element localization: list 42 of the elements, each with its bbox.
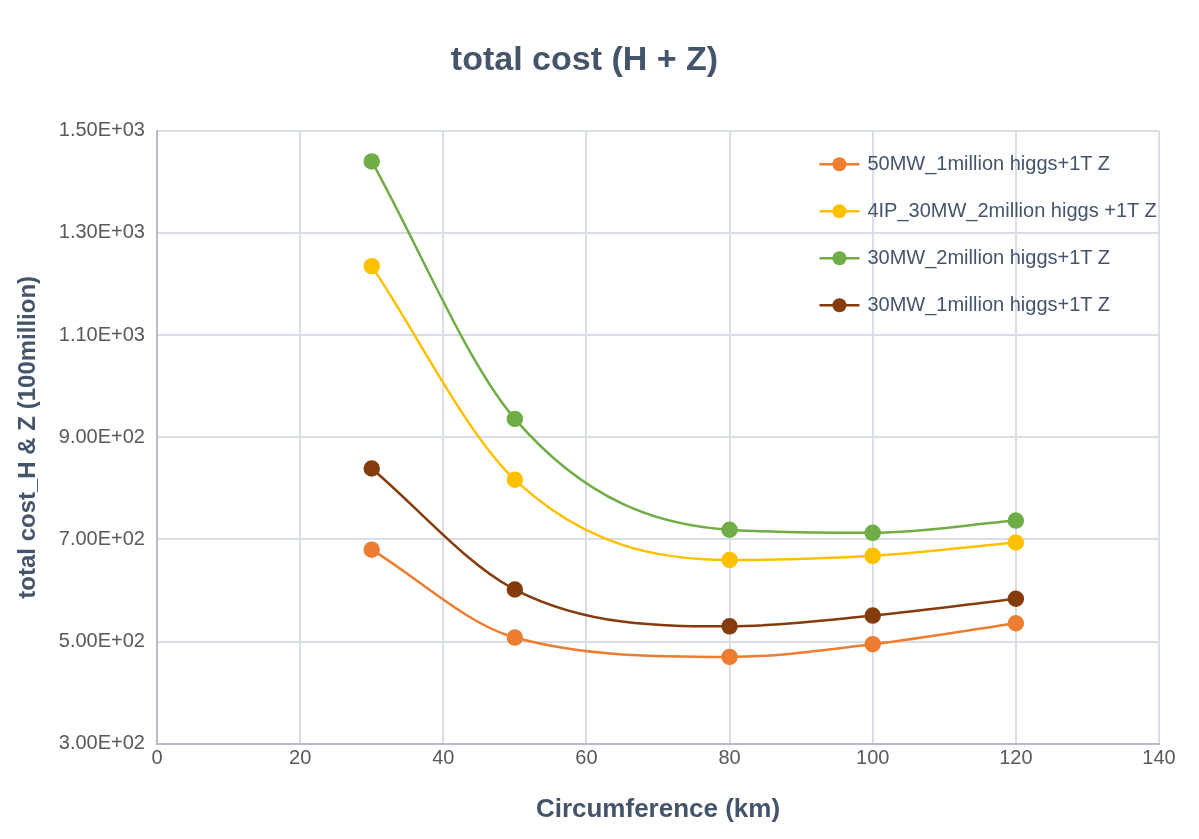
y-tick-label: 1.30E+03 bbox=[58, 220, 145, 243]
point bbox=[506, 410, 524, 428]
point bbox=[864, 635, 881, 653]
point bbox=[721, 521, 738, 539]
legend-label: 30MW_1million higgs+1T Z bbox=[867, 292, 1110, 316]
x-axis-title: Circumference (km) bbox=[535, 792, 781, 823]
point bbox=[363, 541, 380, 558]
point bbox=[721, 551, 738, 569]
y-tick-label: 7.00E+02 bbox=[58, 526, 145, 549]
point bbox=[506, 581, 524, 598]
chart-title: total cost (H + Z) bbox=[450, 38, 719, 77]
x-tick-label: 60 bbox=[575, 746, 598, 769]
legend-label: 50MW_1million higgs+1T Z bbox=[867, 151, 1110, 175]
point bbox=[363, 460, 380, 477]
point bbox=[363, 153, 380, 170]
x-tick-label: 120 bbox=[999, 746, 1033, 769]
y-tick-label: 1.10E+03 bbox=[58, 322, 145, 345]
point bbox=[721, 648, 738, 666]
x-tick-label: 140 bbox=[1142, 746, 1176, 769]
point bbox=[506, 629, 524, 646]
x-tick-label: 40 bbox=[432, 746, 455, 769]
y-axis-title: total cost_H & Z (100million) bbox=[13, 275, 41, 599]
point bbox=[864, 524, 881, 542]
y-tick-label: 5.00E+02 bbox=[58, 629, 145, 652]
y-tick-label: 9.00E+02 bbox=[58, 424, 145, 447]
legend-label: 4IP_30MW_2million higgs +1T Z bbox=[867, 198, 1157, 222]
x-tick-label: 20 bbox=[289, 746, 312, 769]
x-tick-label: 80 bbox=[718, 746, 741, 769]
point bbox=[1007, 614, 1025, 632]
point bbox=[1007, 534, 1025, 551]
point bbox=[1007, 590, 1025, 607]
y-tick-label: 3.00E+02 bbox=[58, 731, 145, 754]
x-tick-label: 100 bbox=[856, 746, 890, 769]
point bbox=[864, 607, 881, 624]
x-tick-label: 0 bbox=[151, 746, 163, 769]
legend-label: 30MW_2million higgs+1T Z bbox=[867, 245, 1110, 269]
point bbox=[721, 618, 738, 635]
point bbox=[864, 547, 881, 565]
point bbox=[363, 257, 380, 275]
point bbox=[1007, 512, 1025, 529]
y-tick-label: 1.50E+03 bbox=[58, 118, 145, 141]
point bbox=[506, 471, 524, 488]
